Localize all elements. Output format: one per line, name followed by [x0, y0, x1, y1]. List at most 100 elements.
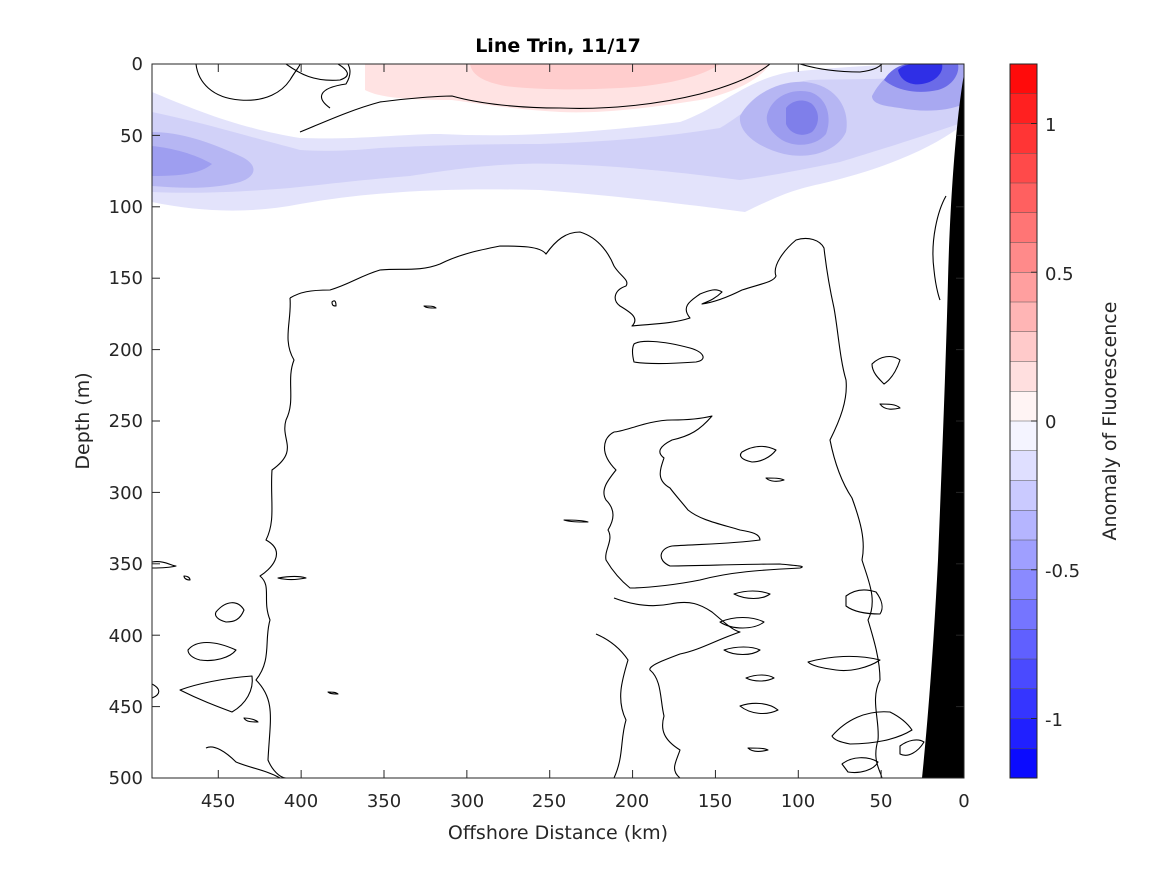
x-axis-label: Offshore Distance (km) [448, 822, 668, 844]
colorbar-tick-label-0: 0 [1045, 412, 1056, 433]
contour-nearshore-1 [871, 355, 901, 385]
contour-surface-positive [299, 64, 771, 133]
tick-label-x-150: 150 [698, 791, 732, 812]
colorbar-band-20 [1010, 659, 1037, 690]
chart-title: Line Trin, 11/17 [475, 35, 641, 57]
contour-nearshore-4 [807, 655, 881, 672]
negative-core-nearshore-inner [898, 64, 943, 85]
contour-small-5 [723, 646, 761, 656]
contour-center-right-d [595, 633, 629, 778]
contour-shelf [932, 195, 947, 301]
contour-small-7 [739, 702, 779, 715]
colorbar-band-10 [1010, 361, 1037, 392]
tick-label-x-0: 0 [958, 791, 969, 812]
colorbar-band-15 [1010, 510, 1037, 541]
tick-label-y-400: 400 [109, 626, 143, 647]
contour-nearshore-top [799, 64, 883, 73]
colorbar-band-19 [1010, 629, 1037, 660]
zero-contours [152, 64, 947, 778]
positive-anomaly-core [470, 64, 720, 90]
contour-speck-4 [563, 519, 589, 523]
contour-small-3 [733, 590, 771, 600]
contour-nearshore-6 [841, 757, 879, 774]
colorbar-band-6 [1010, 242, 1037, 273]
colorbar-band-3 [1010, 153, 1037, 184]
tick-label-y-0: 0 [132, 54, 143, 75]
contour-nearshore-3 [845, 589, 883, 615]
contour-nearshore-5 [831, 711, 913, 745]
tick-label-x-350: 350 [367, 791, 401, 812]
contour-surface-west [195, 64, 301, 101]
colorbar-band-0 [1010, 64, 1037, 95]
contour-small-2 [765, 477, 785, 482]
contour-west-edge-2 [152, 683, 160, 699]
y-axis: 0 50 100 150 200 250 300 350 400 450 500 [109, 54, 964, 789]
tick-label-y-450: 450 [109, 697, 143, 718]
tick-label-y-200: 200 [109, 340, 143, 361]
tick-label-x-300: 300 [450, 791, 484, 812]
colorbar-band-18 [1010, 599, 1037, 630]
bathymetry-mask [922, 74, 964, 778]
contour-center-right-b [603, 415, 803, 589]
colorbar [1010, 63, 1037, 779]
colorbar-band-5 [1010, 212, 1037, 243]
contour-center-right-c [613, 597, 741, 778]
tick-label-x-250: 250 [532, 791, 566, 812]
contour-speck-2 [423, 305, 437, 309]
colorbar-band-13 [1010, 450, 1037, 481]
colorbar-band-12 [1010, 421, 1037, 452]
tick-label-y-300: 300 [109, 483, 143, 504]
contour-small-8 [747, 747, 769, 752]
contour-speck-7 [327, 691, 339, 695]
colorbar-band-22 [1010, 718, 1037, 749]
contour-deep-center [289, 231, 883, 778]
contour-speck-3 [277, 575, 307, 581]
tick-label-y-50: 50 [120, 126, 143, 147]
tick-label-y-350: 350 [109, 554, 143, 575]
negative-core-west-inner [152, 146, 212, 176]
tick-label-x-50: 50 [870, 791, 893, 812]
plot-area [151, 63, 965, 779]
tick-label-y-250: 250 [109, 411, 143, 432]
contour-surface-east [320, 64, 351, 109]
contour-deep-west [255, 297, 295, 778]
colorbar-tick-label-0.5: 0.5 [1045, 264, 1074, 285]
negative-core-100km-inner [786, 100, 818, 135]
colorbar-frame [1009, 63, 1038, 779]
contour-speck-5 [183, 575, 191, 581]
contour-surface-lens [285, 64, 348, 81]
x-axis: 450 400 350 300 250 200 150 100 50 0 [201, 64, 970, 812]
colorbar-band-16 [1010, 540, 1037, 571]
contour-west-blob-3 [179, 675, 253, 713]
tick-label-y-500: 500 [109, 768, 143, 789]
colorbar-band-4 [1010, 183, 1037, 214]
contour-speck-1 [331, 300, 337, 307]
colorbar-ticks: 1 0.5 0 -0.5 -1 [1045, 115, 1080, 731]
contour-speck-6 [243, 717, 259, 723]
contour-small-1 [739, 445, 777, 463]
colorbar-tick-label-1: 1 [1045, 115, 1056, 136]
colorbar-band-7 [1010, 272, 1037, 303]
tick-label-y-100: 100 [109, 197, 143, 218]
contour-nearshore-2 [879, 403, 901, 410]
contour-center-right-a [631, 340, 704, 365]
contour-west-blob-2 [187, 641, 237, 662]
colorbar-band-23 [1010, 748, 1037, 779]
colorbar-tick-label--0.5: -0.5 [1045, 561, 1080, 582]
tick-label-x-450: 450 [201, 791, 235, 812]
colorbar-label: Anomaly of Fluorescence [1099, 302, 1121, 541]
contour-west-blob-4 [205, 746, 281, 778]
contour-small-4 [719, 616, 765, 629]
contour-west-edge-1 [152, 561, 177, 569]
colorbar-band-2 [1010, 123, 1037, 154]
colorbar-band-11 [1010, 391, 1037, 422]
tick-label-x-100: 100 [781, 791, 815, 812]
colorbar-tick-label--1: -1 [1045, 710, 1063, 731]
tick-label-x-200: 200 [615, 791, 649, 812]
colorbar-band-8 [1010, 302, 1037, 333]
colorbar-band-21 [1010, 688, 1037, 719]
tick-label-y-150: 150 [109, 268, 143, 289]
colorbar-band-17 [1010, 569, 1037, 600]
colorbar-band-14 [1010, 480, 1037, 511]
